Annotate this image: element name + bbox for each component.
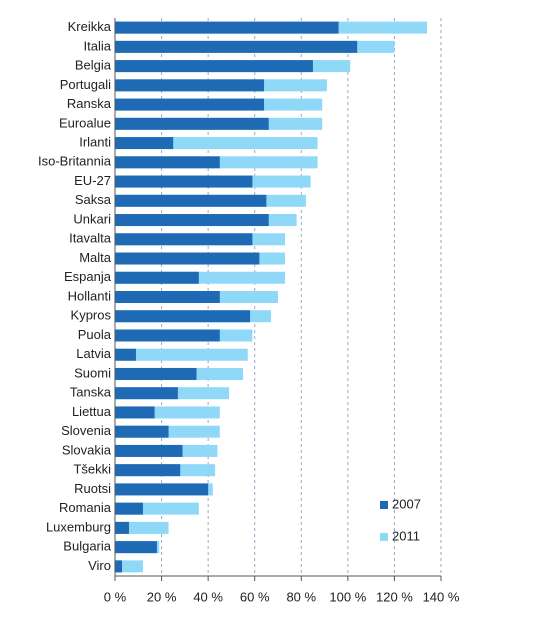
y-tick-label: Iso-Britannia <box>38 154 112 169</box>
y-tick-label: Euroalue <box>59 115 111 130</box>
legend-label: 2007 <box>392 496 421 511</box>
x-tick-label: 80 % <box>286 589 316 604</box>
bar <box>115 502 199 515</box>
y-tick-label: Ranska <box>67 96 112 111</box>
y-tick-label: Latvia <box>76 346 111 361</box>
bar <box>115 40 358 53</box>
x-tick-label: 20 % <box>147 589 177 604</box>
y-tick-label: Slovakia <box>62 442 112 457</box>
bar <box>115 137 174 150</box>
y-tick-label: Puola <box>78 327 112 342</box>
legend-swatch <box>380 533 388 541</box>
bar <box>115 387 178 400</box>
bar <box>115 79 265 92</box>
bar <box>115 98 265 111</box>
bar <box>115 348 136 361</box>
bar <box>115 252 260 265</box>
bar <box>115 444 183 457</box>
y-tick-label: Hollanti <box>68 288 111 303</box>
y-tick-label: Espanja <box>64 269 112 284</box>
bar <box>115 175 253 188</box>
y-tick-label: Belgia <box>75 58 112 73</box>
y-tick-label: Kreikka <box>68 19 112 34</box>
x-tick-label: 100 % <box>329 589 366 604</box>
bar <box>115 367 197 380</box>
y-tick-label: Italia <box>84 38 112 53</box>
legend-label: 2011 <box>392 528 420 543</box>
bar <box>115 194 267 207</box>
bar <box>115 60 313 73</box>
bar <box>115 156 220 169</box>
y-tick-label: Romania <box>59 500 112 515</box>
x-tick-label: 60 % <box>240 589 270 604</box>
y-tick-label: Portugali <box>60 77 111 92</box>
bar <box>115 310 251 323</box>
bar <box>115 233 253 246</box>
bar <box>115 214 269 227</box>
y-tick-label: Kypros <box>71 308 112 323</box>
y-tick-label: Tanska <box>70 385 112 400</box>
legend-swatch <box>380 501 388 509</box>
bar <box>115 560 122 573</box>
bar <box>115 348 248 361</box>
bar <box>115 425 169 438</box>
bar <box>115 291 220 303</box>
y-tick-label: Bulgaria <box>63 539 111 554</box>
x-tick-label: 40 % <box>193 589 223 604</box>
y-tick-label: Suomi <box>74 365 111 380</box>
bar <box>115 329 220 342</box>
y-tick-label: Malta <box>79 250 112 265</box>
bar <box>115 521 129 534</box>
y-tick-label: Saksa <box>75 192 112 207</box>
bar <box>115 464 181 477</box>
x-tick-label: 0 % <box>104 589 127 604</box>
y-tick-label: Slovenia <box>61 423 112 438</box>
y-tick-label: Liettua <box>72 404 112 419</box>
x-tick-label: 140 % <box>423 589 460 604</box>
y-tick-label: Unkari <box>73 211 111 226</box>
bar <box>115 117 269 130</box>
y-tick-label: EU-27 <box>74 173 111 188</box>
bar <box>115 483 209 496</box>
y-tick-label: Ruotsi <box>74 481 111 496</box>
bar <box>115 541 157 554</box>
y-tick-label: Luxemburg <box>46 519 111 534</box>
y-tick-label: Viro <box>88 558 111 573</box>
x-tick-label: 120 % <box>376 589 413 604</box>
y-tick-label: Itavalta <box>69 231 112 246</box>
y-tick-label: Irlanti <box>79 135 111 150</box>
bar <box>115 271 199 284</box>
bar <box>115 21 339 34</box>
bar <box>115 406 155 419</box>
bar <box>115 502 143 515</box>
y-tick-label: Tšekki <box>73 462 111 477</box>
